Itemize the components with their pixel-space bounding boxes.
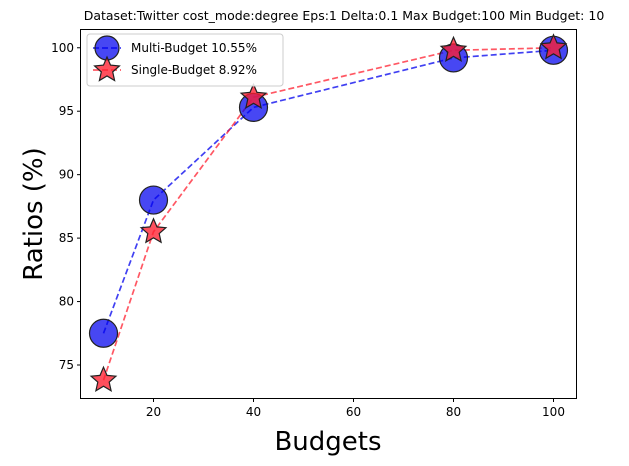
x-tick-label: 80	[446, 405, 461, 419]
x-tick-label: 20	[146, 405, 161, 419]
y-axis-label: Ratios (%)	[19, 147, 49, 281]
y-tick-label: 100	[51, 41, 74, 55]
data-point-series-2	[539, 33, 568, 60]
axis-ticks: 20 40 60 80 100 75 80 85 90 95 100	[51, 41, 565, 419]
y-tick-label: 80	[59, 295, 74, 309]
data-point-series-2	[89, 365, 118, 393]
legend-box	[86, 33, 284, 87]
series-layer	[88, 33, 569, 393]
series-line-1	[102, 49, 554, 334]
plot-frame	[80, 29, 577, 399]
y-tick-label: 85	[59, 231, 74, 245]
data-point-series-2	[139, 217, 168, 244]
y-tick-label: 95	[59, 104, 74, 118]
data-point-series-1	[88, 318, 119, 348]
data-point-series-1	[138, 185, 169, 215]
x-tick-label: 40	[246, 405, 261, 419]
x-tick-label: 60	[346, 405, 361, 419]
legend: Multi-Budget 10.55% Single-Budget 8.92%	[86, 33, 284, 87]
x-axis-label: Budgets	[274, 427, 381, 457]
plot-area: 20 40 60 80 100 75 80 85 90 95 100	[51, 29, 577, 419]
y-tick-label: 75	[59, 358, 74, 372]
data-point-series-2	[239, 82, 268, 110]
chart-title: Dataset:Twitter cost_mode:degree Eps:1 D…	[84, 8, 605, 23]
x-tick-label: 100	[542, 405, 565, 419]
data-point-series-2	[439, 35, 468, 63]
legend-items: Multi-Budget 10.55% Single-Budget 8.92%	[93, 35, 257, 82]
legend-label: Single-Budget 8.92%	[131, 63, 257, 77]
legend-marker	[93, 55, 121, 82]
legend-label: Multi-Budget 10.55%	[131, 41, 257, 55]
y-tick-label: 90	[59, 168, 74, 182]
